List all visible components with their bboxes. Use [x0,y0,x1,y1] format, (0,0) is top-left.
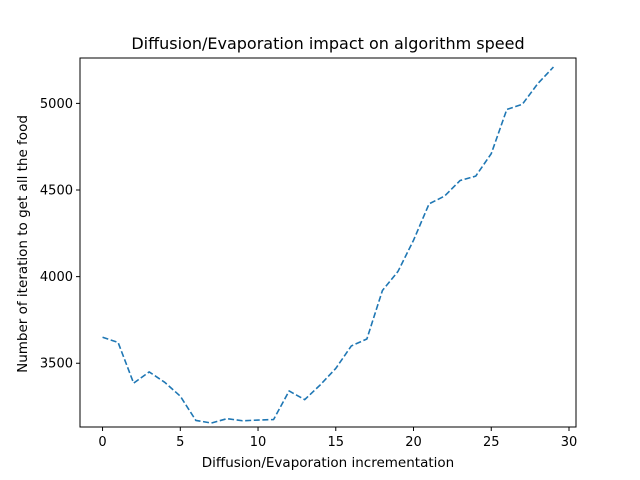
x-axis-title: Diffusion/Evaporation incrementation [202,455,454,471]
y-tick-label: 4000 [40,270,73,285]
x-tick-label: 10 [250,435,267,450]
chart-title: Diffusion/Evaporation impact on algorith… [131,34,524,53]
y-axis-ticks: 3500 4000 4500 5000 [40,97,80,372]
y-tick-label: 5000 [40,97,73,112]
y-axis-title: Number of iteration to get all the food [15,115,31,373]
x-tick-label: 15 [328,435,345,450]
x-tick-label: 25 [483,435,500,450]
x-tick-label: 30 [561,435,578,450]
x-tick-label: 0 [98,435,106,450]
plot-area [79,57,577,428]
x-tick-label: 5 [176,435,184,450]
y-tick-label: 3500 [40,357,73,372]
series-line-0 [102,66,555,424]
x-tick-label: 20 [405,435,422,450]
y-tick-label: 4500 [40,184,73,199]
plot-frame [79,57,577,428]
x-axis-ticks: 0 5 10 15 20 25 30 [98,427,577,450]
